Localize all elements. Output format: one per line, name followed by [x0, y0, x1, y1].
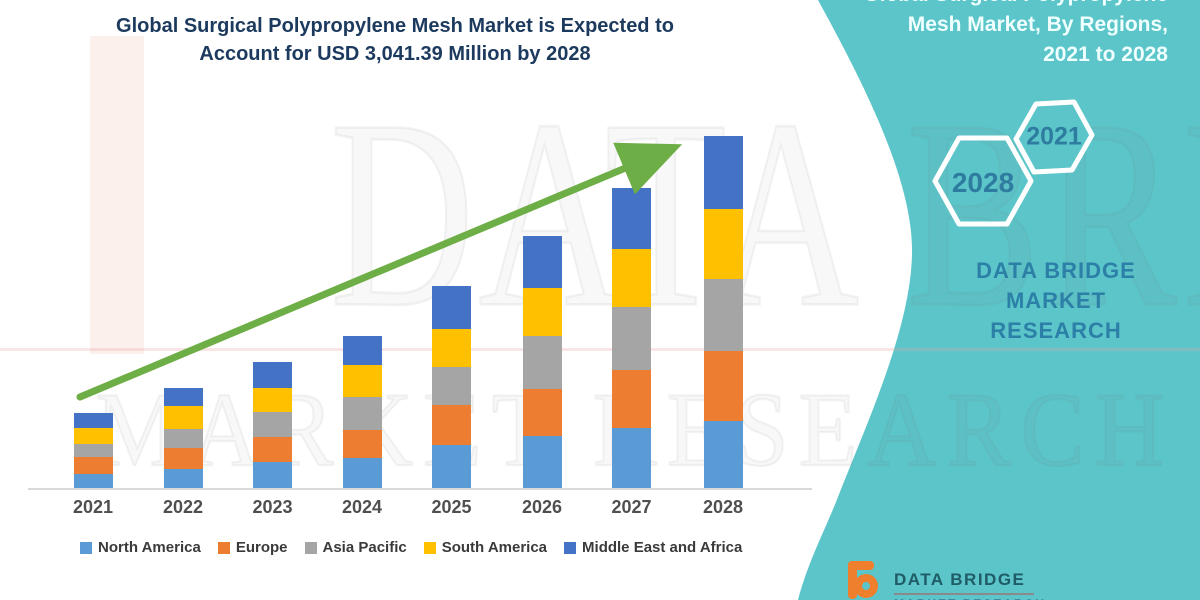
footer-brand-subtext: MARKET RESEARCH: [894, 597, 1046, 600]
legend-label: South America: [441, 539, 548, 556]
bar-segment-asia-pacific: [163, 429, 203, 449]
stacked-bar-2026: [522, 236, 562, 488]
bar-segment-asia-pacific: [73, 444, 113, 457]
bar-segment-south-america: [253, 388, 292, 412]
bar-segment-north-america: [342, 458, 382, 488]
bar-segment-asia-pacific: [612, 307, 651, 370]
bar-segment-middle-east-and-africa: [612, 188, 651, 249]
legend-item-north-america: North America: [80, 539, 201, 556]
legend-item-south-america: South America: [423, 539, 548, 556]
bar-segment-north-america: [612, 428, 651, 488]
bar-segment-asia-pacific: [432, 366, 471, 405]
bar-segment-south-america: [612, 249, 651, 307]
hexagon-label-2028: 2028: [951, 167, 1015, 198]
legend-label: Middle East and Africa: [582, 539, 743, 556]
chart-title-line1: Global Surgical Polypropylene Mesh Marke…: [116, 15, 674, 37]
stacked-bar-2025: [432, 285, 471, 488]
x-axis-label-2023: 2023: [252, 497, 293, 517]
legend-item-asia-pacific: Asia Pacific: [304, 539, 407, 556]
bar-segment-asia-pacific: [522, 336, 562, 389]
legend-label: North America: [98, 539, 201, 556]
legend-swatch-icon: [80, 541, 92, 554]
chart-title-line2: Account for USD 3,041.39 Million by 2028: [199, 43, 591, 65]
legend-item-middle-east-and-africa: Middle East and Africa: [564, 539, 742, 556]
data-bridge-b-bowl-icon: [854, 574, 878, 598]
bar-segment-north-america: [253, 462, 292, 488]
bar-segment-south-america: [163, 406, 203, 430]
bar-segment-middle-east-and-africa: [703, 136, 743, 209]
brand-text: DATA BRIDGE MARKET RESEARCH: [976, 258, 1136, 343]
bar-segment-middle-east-and-africa: [73, 413, 113, 428]
bar-segment-europe: [703, 351, 743, 421]
bar-segment-asia-pacific: [342, 397, 382, 430]
bar-segment-middle-east-and-africa: [253, 362, 292, 388]
stacked-bar-2021: [73, 413, 113, 488]
stacked-bar-2024: [342, 336, 382, 488]
footer-logo: DATA BRIDGE MARKET RESEARCH: [830, 555, 1200, 600]
bar-segment-north-america: [163, 469, 203, 488]
x-axis-label-2024: 2024: [341, 497, 383, 517]
legend-swatch-icon: [217, 541, 230, 554]
chart-title: Global Surgical Polypropylene Mesh Marke…: [85, 12, 705, 68]
bar-segment-south-america: [703, 209, 743, 279]
bar-segment-asia-pacific: [703, 279, 743, 351]
x-axis-label-2027: 2027: [611, 497, 652, 517]
bar-segment-europe: [342, 430, 382, 458]
panel-heading: Global Surgical Polypropylene Mesh Marke…: [828, 0, 1168, 70]
bar-segment-south-america: [522, 288, 562, 336]
legend-swatch-icon: [564, 541, 577, 554]
stacked-bar-2022: [163, 388, 203, 488]
bar-segment-south-america: [432, 328, 471, 367]
panel-heading-line3: 2021 to 2028: [1043, 43, 1168, 66]
stacked-bar-2027: [612, 188, 651, 488]
data-bridge-b-arm-icon: [848, 561, 874, 570]
bar-segment-north-america: [522, 436, 562, 488]
decor-stripe: [90, 36, 144, 354]
panel-heading-line2: Mesh Market, By Regions,: [907, 13, 1168, 36]
bar-segment-north-america: [432, 444, 471, 488]
x-axis-label-2021: 2021: [72, 497, 114, 517]
footer-brand-underline: [894, 593, 1034, 595]
legend-swatch-icon: [304, 541, 317, 554]
legend: North America Europe Asia Pacific South Ame…: [80, 539, 742, 556]
bar-segment-europe: [612, 370, 651, 428]
bar-segment-north-america: [703, 421, 743, 488]
bar-segment-middle-east-and-africa: [342, 336, 382, 366]
data-bridge-b-icon: [848, 561, 857, 599]
x-axis-label-2025: 2025: [431, 497, 472, 517]
bar-segment-north-america: [73, 474, 113, 488]
bar-segment-middle-east-and-africa: [432, 285, 471, 329]
bar-segment-europe: [253, 437, 292, 462]
x-axis-line: [28, 488, 812, 490]
bar-segment-middle-east-and-africa: [163, 388, 203, 407]
legend-item-europe: Europe: [217, 539, 288, 556]
hexagon-2021-icon: [1013, 99, 1095, 175]
x-axis-label-2028: 2028: [702, 497, 744, 517]
bar-segment-asia-pacific: [253, 412, 292, 437]
bar-segment-europe: [163, 448, 203, 469]
legend-label: Europe: [235, 539, 288, 556]
stacked-bar-2028: [703, 136, 743, 488]
x-axis-label-2026: 2026: [521, 497, 563, 517]
bar-segment-south-america: [73, 428, 113, 444]
bar-segment-europe: [522, 389, 562, 436]
hexagon-label-2021: 2021: [1026, 122, 1082, 151]
footer-brand-text: DATA BRIDGE: [894, 570, 1026, 589]
bar-segment-europe: [432, 404, 471, 445]
bar-segment-europe: [73, 457, 113, 474]
hexagon-2028-icon: [932, 135, 1034, 227]
decor-line: [0, 348, 1200, 351]
bar-segment-middle-east-and-africa: [522, 236, 562, 288]
stacked-bar-2023: [253, 362, 292, 488]
legend-swatch-icon: [423, 541, 436, 554]
legend-label: Asia Pacific: [322, 539, 407, 556]
panel-heading-line1: Global Surgical Polypropylene: [863, 0, 1168, 6]
bar-segment-south-america: [342, 365, 382, 397]
x-axis-label-2022: 2022: [162, 497, 204, 517]
